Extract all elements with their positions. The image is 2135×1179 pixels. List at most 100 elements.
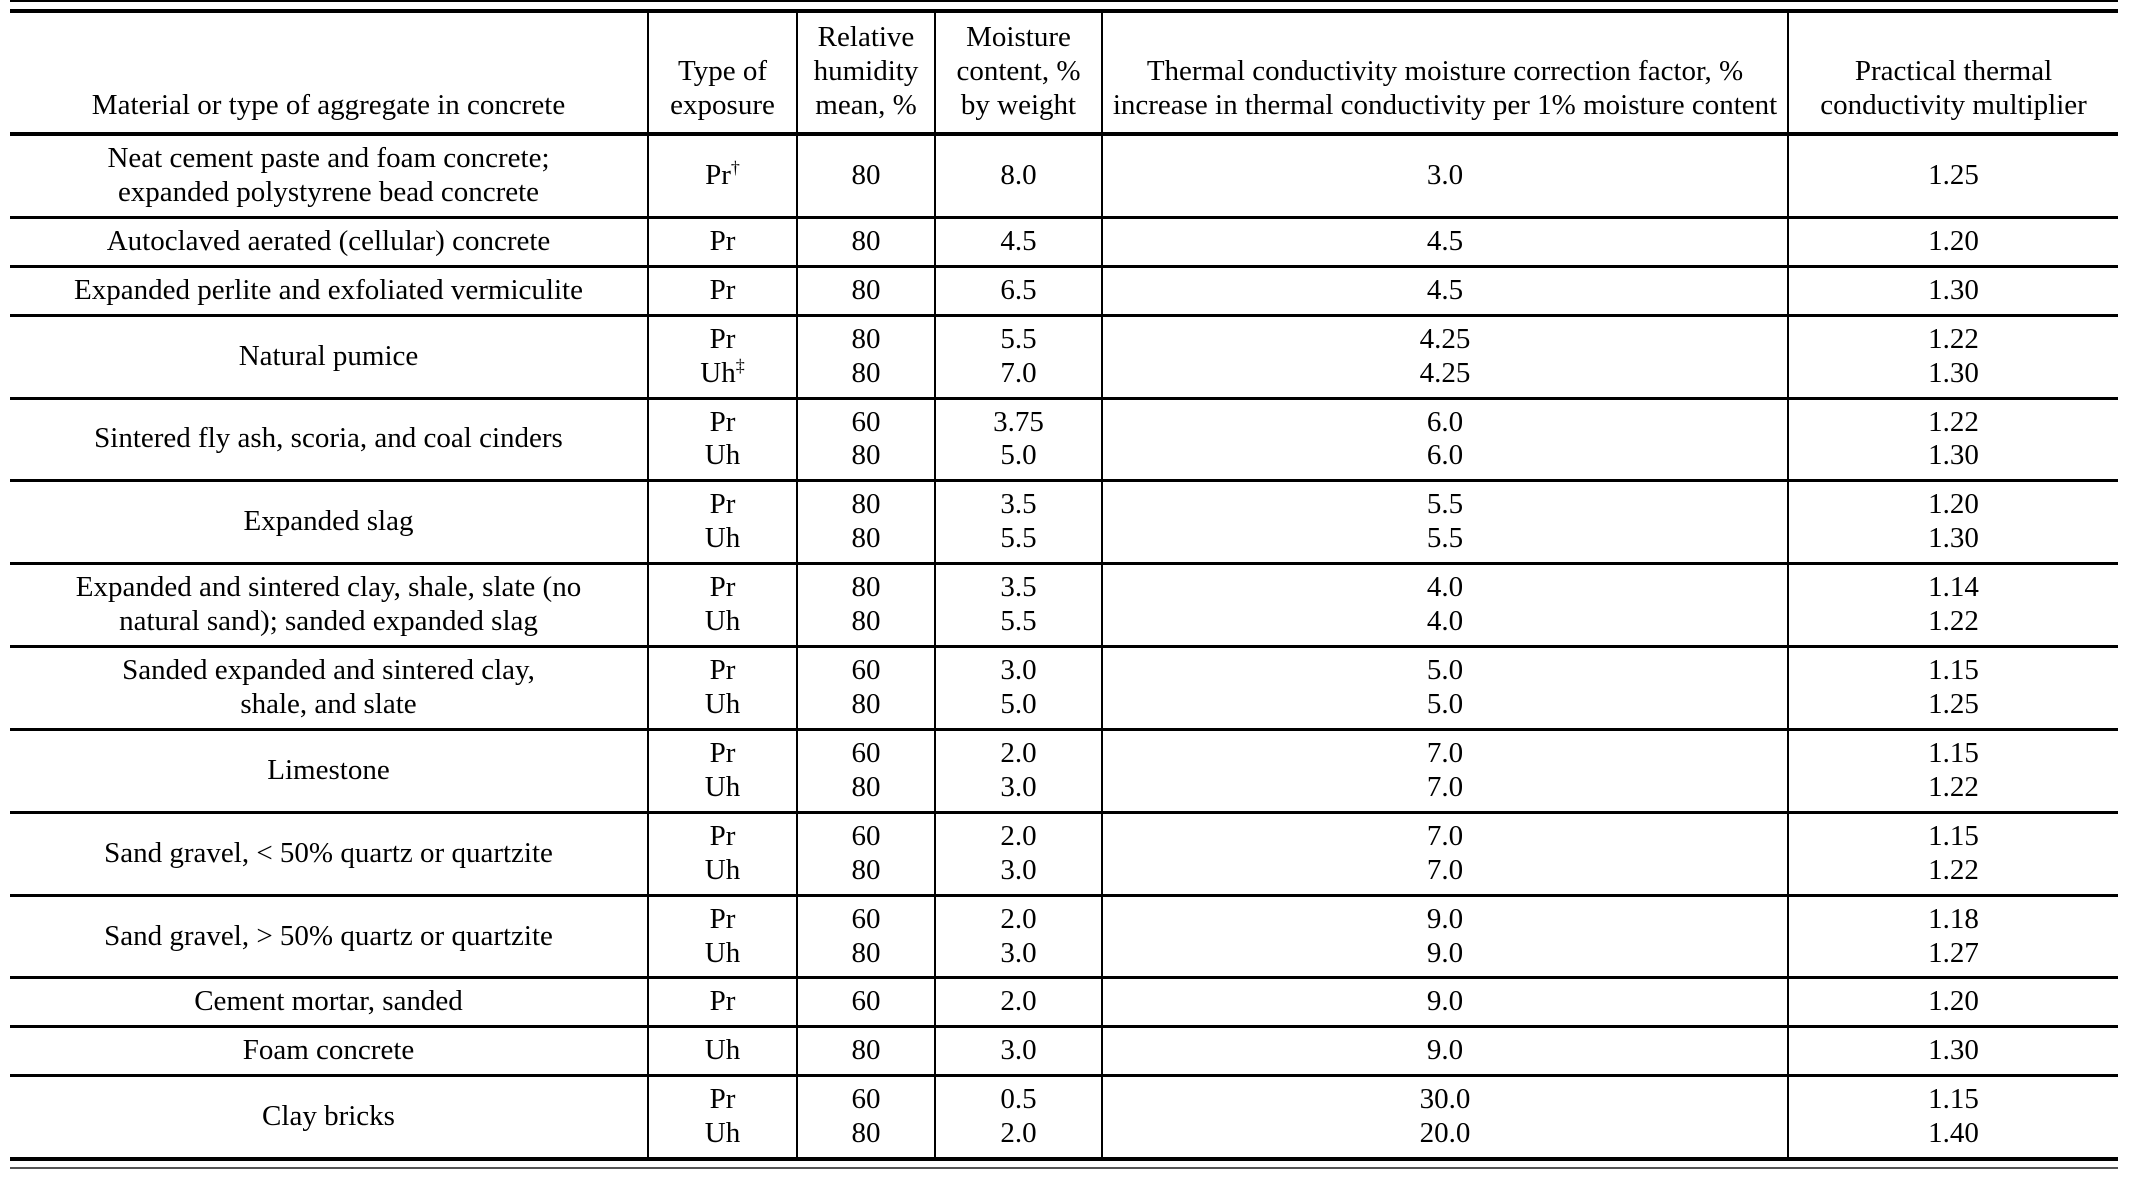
material-cell: Expanded perlite and exfoliated vermicul… [10,264,648,316]
table-row: Expanded and sintered clay, shale, slate… [10,562,2118,647]
humidity-cell-value: 60 [851,819,881,852]
multiplier-cell-value: 1.14 [1928,571,1979,604]
factor-cell: 5.5 5.5 [1101,479,1788,564]
table-row: Neat cement paste and foam concrete; expa… [10,134,2118,218]
bottom-thin-rule [10,1167,2118,1170]
factor-cell: 6.0 6.0 [1101,396,1788,481]
factor-cell: 9.0 9.0 [1101,893,1788,978]
table-row: Natural pumice Pr Uh‡ 80 80 5.5 7.0 4.25 4.25 1.2… [10,313,2118,399]
table-row: Sand gravel, < 50% quartz or quartzite Pr… [10,810,2118,896]
multiplier-cell-value: 1.30 [1928,439,1979,472]
multiplier-cell: 1.25 [1787,134,2118,218]
material-cell: Natural pumice [10,313,648,399]
moisture-cell-value: 3.0 [1000,853,1037,886]
multiplier-cell: 1.15 1.22 [1787,727,2118,813]
moisture-cell: 2.0 [934,976,1102,1027]
multiplier-cell-value: 1.20 [1928,224,1979,257]
multiplier-cell: 1.22 1.30 [1787,313,2118,399]
exposure-cell-value: Uh [704,936,741,969]
multiplier-cell: 1.20 1.30 [1787,479,2118,564]
humidity-cell-value: 80 [851,273,881,306]
moisture-cell: 3.5 5.5 [934,562,1102,647]
humidity-cell-value: 80 [851,1034,881,1067]
multiplier-cell-value: 1.15 [1928,1083,1979,1116]
exposure-cell-value: Pr [709,654,736,687]
humidity-cell-value: 80 [851,322,881,355]
exposure-cell-value: Pr [709,273,736,306]
exposure-cell-value: Uh [704,1034,741,1067]
factor-cell: 4.5 [1101,264,1788,316]
exposure-cell-value: Uh [704,605,741,638]
moisture-cell: 3.0 5.0 [934,645,1102,730]
multiplier-cell: 1.20 [1787,215,2118,267]
factor-cell-value: 5.0 [1426,654,1464,687]
factor-cell-value: 9.0 [1426,985,1464,1018]
moisture-cell: 3.75 5.0 [934,396,1102,481]
material-cell: Foam concrete [10,1025,648,1076]
header-correction-factor: Thermal conductivity moisture correction… [1101,11,1788,136]
humidity-cell: 60 80 [796,893,935,978]
multiplier-cell-value: 1.20 [1928,985,1979,1018]
multiplier-cell-value: 1.30 [1928,1034,1979,1067]
factor-cell: 5.0 5.0 [1101,645,1788,730]
material-cell: Sand gravel, > 50% quartz or quartzite [10,893,648,978]
material-cell: Sintered fly ash, scoria, and coal cinde… [10,396,648,481]
header-conductivity-multiplier: Practical thermal conductivity multiplie… [1787,11,2118,136]
exposure-cell: Pr Uh [647,562,797,647]
humidity-cell-value: 80 [851,158,881,191]
material-cell: Expanded slag [10,479,648,564]
factor-cell-value: 20.0 [1419,1117,1471,1150]
material-cell: Limestone [10,727,648,813]
humidity-cell-value: 80 [851,936,881,969]
material-cell: Cement mortar, sanded [10,976,648,1027]
multiplier-cell: 1.30 [1787,264,2118,316]
header-relative-humidity: Relative humidity mean, % [796,11,935,136]
humidity-cell: 60 80 [796,396,935,481]
humidity-cell: 60 80 [796,727,935,813]
humidity-cell: 80 [796,215,935,267]
humidity-cell: 80 [796,1025,935,1076]
multiplier-cell-value: 1.15 [1928,654,1979,687]
humidity-cell: 60 80 [796,645,935,730]
exposure-cell: Pr Uh [647,893,797,978]
exposure-cell: Pr Uh [647,479,797,564]
moisture-cell: 8.0 [934,134,1102,218]
footnote-marker: † [730,157,740,178]
exposure-cell: Uh [647,1025,797,1076]
table-header: Material or type of aggregate in concret… [10,11,2118,136]
humidity-cell-value: 80 [851,687,881,720]
humidity-cell-value: 80 [851,571,881,604]
footnote-marker: ‡ [735,354,745,375]
humidity-cell: 80 [796,134,935,218]
factor-cell-value: 7.0 [1426,853,1464,886]
multiplier-cell-value: 1.22 [1928,770,1979,803]
table-row: Expanded slag Pr Uh 80 80 3.5 5.5 5.5 5.5 1.20 1.3… [10,479,2118,564]
table-row: Sintered fly ash, scoria, and coal cinde… [10,396,2118,481]
moisture-cell-value: 3.0 [1000,1034,1037,1067]
factor-cell-value: 9.0 [1426,1034,1464,1067]
material-cell: Autoclaved aerated (cellular) concrete [10,215,648,267]
moisture-cell-value: 3.5 [1000,488,1037,521]
moisture-cell-value: 6.5 [1000,273,1037,306]
material-cell: Expanded and sintered clay, shale, slate… [10,562,648,647]
thermal-conductivity-table: Material or type of aggregate in concret… [10,9,2118,1162]
moisture-cell-value: 2.0 [1000,819,1037,852]
factor-cell-value: 4.5 [1426,273,1464,306]
factor-cell-value: 5.0 [1426,687,1464,720]
humidity-cell-value: 80 [851,522,881,555]
humidity-cell-value: 80 [851,224,881,257]
exposure-cell-value: Uh [704,770,741,803]
humidity-cell-value: 60 [851,1083,881,1116]
exposure-cell-value: Pr [709,736,736,769]
moisture-cell-value: 5.0 [1000,439,1037,472]
factor-cell: 4.5 [1101,215,1788,267]
exposure-cell-value: Pr [709,571,736,604]
multiplier-cell-value: 1.15 [1928,819,1979,852]
humidity-cell-value: 80 [851,605,881,638]
moisture-cell-value: 3.0 [1000,654,1037,687]
factor-cell: 4.25 4.25 [1101,313,1788,399]
moisture-cell-value: 3.0 [1000,936,1037,969]
humidity-cell: 60 [796,976,935,1027]
moisture-cell: 2.0 3.0 [934,727,1102,813]
multiplier-cell-value: 1.25 [1928,687,1979,720]
